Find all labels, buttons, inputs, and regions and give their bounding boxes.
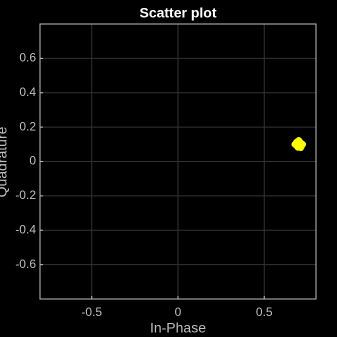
- y-tick-label: -0.6: [15, 257, 36, 271]
- y-tick-label: -0.4: [15, 222, 36, 236]
- y-tick-label: 0.4: [19, 85, 36, 99]
- axes-box: [39, 23, 317, 300]
- chart-title: Scatter plot: [139, 5, 216, 21]
- y-tick-label: 0: [29, 154, 36, 168]
- x-tick-label: -0.5: [81, 305, 102, 319]
- y-tick-label: 0.2: [19, 119, 36, 133]
- y-tick-label: 0.6: [19, 51, 36, 65]
- x-tick-label: 0: [175, 305, 182, 319]
- y-axis-label: Quadrature: [0, 126, 10, 197]
- x-axis-label: In-Phase: [150, 320, 206, 336]
- scatter-point: [295, 141, 302, 148]
- y-tick-label: -0.2: [15, 188, 36, 202]
- x-tick-label: 0.5: [256, 305, 273, 319]
